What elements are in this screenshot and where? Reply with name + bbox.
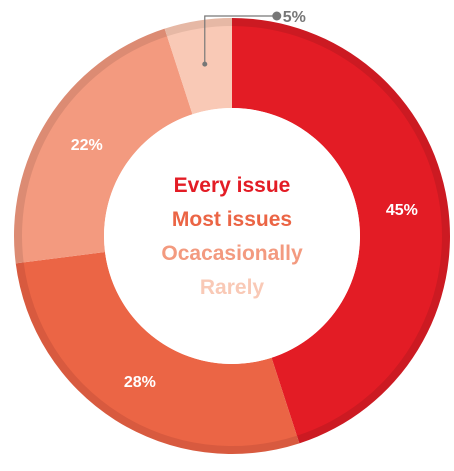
legend-entry-most-issues: Most issues <box>172 208 292 231</box>
value-labels: 45% 28% 22% <box>71 137 418 391</box>
value-label-most-issues: 28% <box>124 374 156 391</box>
callout-line-rarely <box>204 15 277 65</box>
value-label-rarely: 5% <box>283 9 306 26</box>
callout-start-dot-rarely <box>202 61 208 67</box>
callout: 5% <box>202 9 306 67</box>
slice-every-issue <box>232 26 442 436</box>
callout-end-dot-rarely <box>272 11 282 21</box>
legend-entry-ocacasionally: Ocacasionally <box>161 242 303 265</box>
center-legend: Every issue Most issues Ocacasionally Rarel… <box>161 174 303 299</box>
value-label-every-issue: 45% <box>386 202 418 219</box>
donut-hole <box>104 108 360 364</box>
slice-rarely <box>167 26 232 115</box>
slices <box>22 26 442 446</box>
legend-entry-every-issue: Every issue <box>174 174 291 197</box>
slice-ocacasionally <box>22 36 193 263</box>
slice-rim-ocacasionally <box>13 28 168 264</box>
value-label-ocacasionally: 22% <box>71 137 103 154</box>
slice-most-issues <box>23 252 297 446</box>
legend-entry-rarely: Rarely <box>200 276 265 299</box>
